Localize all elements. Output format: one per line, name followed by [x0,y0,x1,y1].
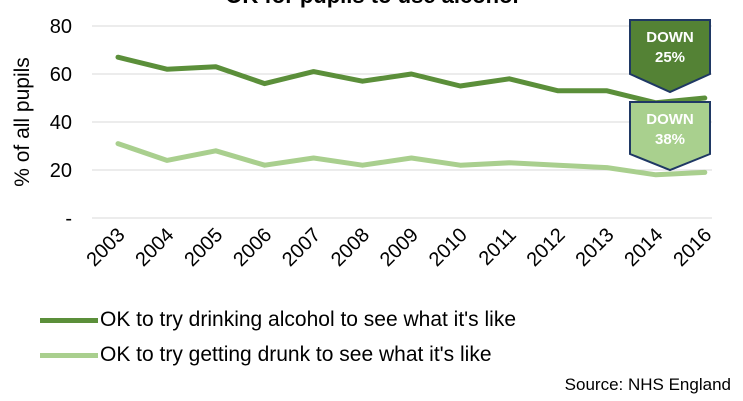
badge-value: 38% [655,131,685,148]
legend-item-alcohol: OK to try drinking alcohol to see what i… [40,308,516,332]
chart-title-group: OK for pupils to use alcohol [225,0,518,8]
legend-swatch-drunk [40,352,98,358]
badge-label: DOWN [646,111,694,128]
x-tick-label: 2008 [327,224,374,271]
x-tick-label: 2016 [669,224,716,271]
x-tick-label: 2005 [180,224,227,271]
series-line-2 [115,141,708,178]
source-note: Source: NHS England [564,375,731,394]
gridlines [92,25,712,219]
legend-label-drunk: OK to try getting drunk to see what it's… [100,343,492,366]
badge-shape-1 [629,19,711,94]
legend-item-drunk: OK to try getting drunk to see what it's… [40,343,492,367]
x-tick-label: 2012 [523,224,570,271]
x-tick-label: 2010 [425,224,472,271]
y-axis-ticks: - 20 40 60 80 [50,16,72,230]
chart-title: OK for pupils to use alcohol [225,0,518,8]
y-tick-label: 20 [50,160,72,182]
x-tick-label: 2003 [83,224,130,271]
series-lines [115,54,708,178]
y-axis-label: % of all pupils [11,57,34,187]
x-tick-label: 2013 [572,224,619,271]
x-tick-label: 2014 [620,224,667,271]
badge-label: DOWN [646,29,694,46]
badge-shape-2 [629,101,711,172]
series-line-1 [115,54,708,106]
change-badges: DOWN 25% DOWN 38% [629,19,711,172]
legend-swatch-alcohol [40,317,98,323]
x-axis-ticks: 2003 2004 2005 2006 2007 2008 2009 2010 2011 2012… [83,224,717,271]
x-tick-label: 2009 [376,224,423,271]
y-tick-label: 60 [50,64,72,86]
badge-value: 25% [655,49,685,66]
x-tick-label: 2006 [229,224,276,271]
y-tick-label: 40 [50,112,72,134]
x-tick-label: 2007 [278,224,325,271]
x-tick-label: 2011 [475,224,521,270]
legend-label-alcohol: OK to try drinking alcohol to see what i… [100,308,517,331]
x-tick-label: 2004 [131,224,178,271]
line-chart: OK for pupils to use alcohol % of all pu… [11,0,717,271]
y-tick-label: 80 [50,16,72,38]
y-tick-label: - [65,208,72,230]
